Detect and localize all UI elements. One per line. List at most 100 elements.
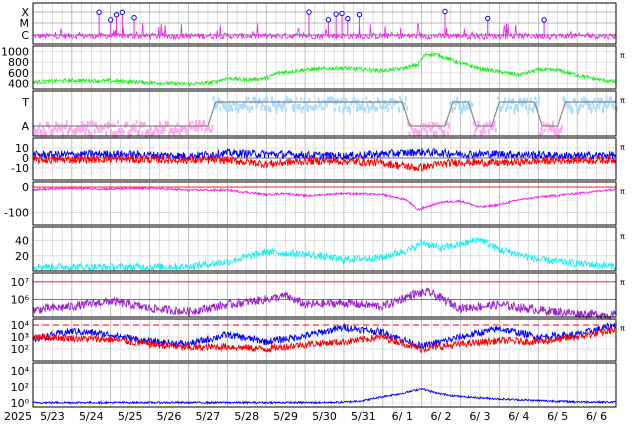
sector-point (564, 103, 567, 109)
sector-point (453, 106, 456, 110)
sector-point (155, 125, 158, 131)
y-tick-label: 400 (8, 78, 29, 91)
sector-point (579, 103, 582, 107)
sector-point (149, 127, 152, 132)
sector-point (555, 127, 558, 135)
sector-point (502, 101, 505, 105)
sector-point (558, 129, 561, 134)
aurora-index-blue-line (32, 387, 616, 406)
sector-point (150, 131, 153, 137)
sector-point (549, 126, 552, 131)
sector-point (35, 129, 38, 133)
sector-point (309, 105, 312, 109)
sector-point (497, 96, 500, 100)
sector-point (586, 99, 589, 107)
panel-frame (32, 45, 617, 90)
sector-point (515, 103, 518, 110)
flare-marker (306, 9, 312, 15)
sector-point (571, 107, 574, 113)
sector-point (512, 98, 515, 104)
sector-point (158, 121, 161, 129)
sector-point (575, 103, 578, 107)
sector-point (364, 107, 367, 113)
sector-point (590, 107, 593, 114)
sector-point (102, 126, 105, 130)
sector-point (379, 103, 382, 109)
sector-point (347, 105, 350, 110)
x-tick-label: 6/ 1 (392, 410, 413, 423)
sector-point (135, 120, 138, 124)
sector-point (284, 107, 287, 113)
sector-point (77, 125, 80, 132)
sector-point (492, 123, 495, 129)
sector-point (78, 128, 81, 132)
sector-point (275, 107, 278, 114)
sector-point (474, 128, 477, 132)
sector-point (67, 127, 70, 133)
panel-frame (32, 272, 617, 318)
sector-point (519, 97, 522, 102)
y-tick-label: 10⁰ (11, 397, 30, 410)
sector-point (169, 127, 172, 132)
sector-point (499, 107, 502, 112)
sector-point (455, 101, 458, 106)
sector-point (128, 128, 131, 136)
panel-side-marker: π (620, 278, 625, 287)
sector-point (583, 96, 586, 103)
y-tick-label: -100 (4, 206, 29, 219)
sector-point (318, 100, 321, 108)
sector-point (176, 122, 179, 127)
sector-point (345, 98, 348, 104)
sector-point (148, 131, 151, 137)
sector-point (569, 105, 572, 111)
sector-point (514, 103, 517, 109)
sector-point (605, 96, 608, 104)
sector-point (380, 105, 383, 110)
flare-marker (339, 10, 345, 17)
sector-point (234, 106, 237, 111)
sector-point (73, 128, 76, 136)
sector-point (151, 131, 154, 136)
dst-index-magenta-line (32, 186, 616, 212)
sector-point (532, 107, 535, 114)
sector-point (484, 130, 487, 135)
sector-point (360, 104, 363, 111)
sector-point (387, 107, 390, 113)
sector-point (327, 96, 330, 104)
sector-point (197, 123, 200, 131)
sector-point (69, 126, 72, 131)
sector-point (509, 105, 512, 110)
y-tick-label: 800 (8, 56, 29, 69)
sector-point (352, 97, 355, 103)
sector-point (177, 128, 180, 134)
sector-point (202, 120, 205, 127)
sector-point (66, 130, 69, 136)
sector-point (463, 105, 466, 111)
sector-point (160, 129, 163, 135)
sector-point (185, 129, 188, 135)
sector-point (280, 104, 283, 110)
sector-point (331, 97, 334, 102)
sector-point (255, 101, 258, 109)
sector-point (410, 124, 413, 130)
sector-point (382, 103, 385, 110)
sector-point (52, 127, 55, 132)
sector-point (170, 127, 173, 134)
sector-point (266, 97, 269, 102)
sector-point (390, 105, 393, 110)
sector-point (246, 105, 249, 111)
sector-point (207, 125, 210, 130)
sector-point (290, 99, 293, 104)
sector-point (252, 96, 255, 101)
sector-point (226, 101, 229, 108)
sector-point (376, 97, 379, 104)
sector-point (274, 104, 277, 111)
sector-point (436, 122, 439, 126)
y-tick-label: 600 (8, 67, 29, 80)
sector-line (33, 101, 616, 127)
sector-point (472, 121, 475, 126)
sector-point (462, 101, 465, 109)
sector-point (528, 104, 531, 110)
sector-point (115, 130, 118, 138)
sector-point (421, 125, 424, 131)
